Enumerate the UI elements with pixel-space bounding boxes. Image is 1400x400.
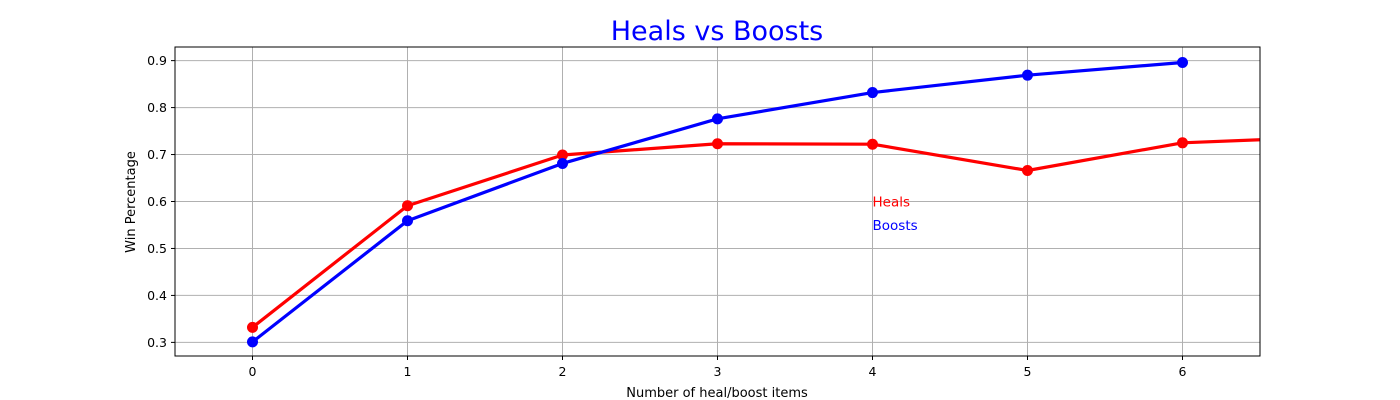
data-point-heals [867, 138, 878, 150]
x-tick-label: 4 [869, 364, 877, 379]
data-point-heals [1332, 131, 1343, 142]
grid [175, 47, 1260, 356]
y-tick-label: 0.3 [147, 335, 167, 350]
annotation-boosts: Boosts [873, 218, 918, 234]
y-tick-label: 0.4 [147, 288, 167, 303]
x-axis-label: Number of heal/boost items [626, 386, 808, 400]
y-tick-label: 0.9 [147, 53, 167, 68]
annotations: Heals Boosts [873, 195, 918, 234]
x-tick-label: 0 [249, 364, 257, 379]
data-point-boosts [247, 336, 258, 348]
data-point-boosts [867, 87, 878, 99]
y-axis-label: Win Percentage [124, 151, 139, 253]
data-point-heals [402, 200, 413, 212]
axis-ticks: 0 1 2 3 4 5 6 0.3 0.4 0.5 0.6 0.7 0.8 0.9 [147, 53, 1186, 379]
data-point-heals [712, 138, 723, 150]
data-point-boosts [402, 215, 413, 227]
y-tick-label: 0.7 [147, 147, 167, 162]
data-point-heals [247, 321, 258, 333]
y-tick-label: 0.5 [147, 241, 167, 256]
series-layer [247, 56, 1343, 348]
x-tick-label: 1 [404, 364, 412, 379]
annotation-heals: Heals [873, 195, 911, 211]
y-tick-label: 0.8 [147, 100, 167, 115]
data-point-heals [1022, 165, 1033, 177]
data-point-heals [1177, 137, 1188, 149]
data-point-boosts [557, 157, 568, 169]
data-point-heals [557, 149, 568, 161]
data-point-boosts [1177, 56, 1188, 68]
y-tick-label: 0.6 [147, 194, 167, 209]
series-line-heals [250, 138, 1260, 329]
x-tick-label: 3 [714, 364, 722, 379]
data-point-boosts [712, 113, 723, 125]
x-tick-label: 6 [1179, 364, 1187, 379]
chart-title: Heals vs Boosts [611, 16, 824, 47]
x-tick-label: 2 [559, 364, 567, 379]
data-point-boosts [1022, 69, 1033, 81]
x-tick-label: 5 [1024, 364, 1032, 379]
